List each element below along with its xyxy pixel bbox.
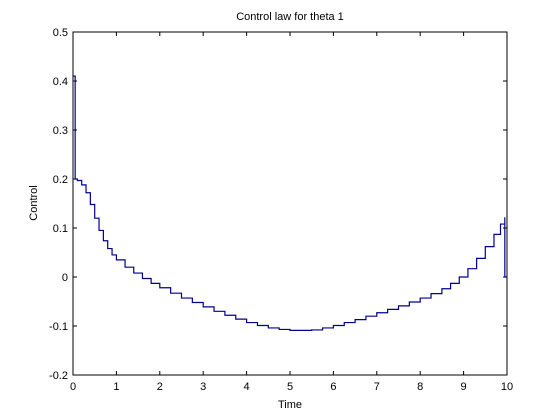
x-tick-label: 1 xyxy=(113,381,119,393)
x-tick-label: 6 xyxy=(330,381,336,393)
y-tick-label: -0.1 xyxy=(49,321,68,333)
x-axis-label: Time xyxy=(278,399,302,411)
x-tick-label: 4 xyxy=(244,381,250,393)
y-tick-label: 0.2 xyxy=(53,174,68,186)
x-axis-ticks: 0 1 2 3 4 5 6 7 8 9 10 xyxy=(70,32,513,393)
x-tick-label: 9 xyxy=(461,381,467,393)
x-tick-label: 3 xyxy=(200,381,206,393)
y-tick-label: 0 xyxy=(62,272,68,284)
series-line xyxy=(73,75,507,332)
x-tick-label: 7 xyxy=(374,381,380,393)
y-tick-label: 0.1 xyxy=(53,223,68,235)
y-tick-label: -0.2 xyxy=(49,370,68,382)
y-tick-label: 0.4 xyxy=(53,76,68,88)
plot-area xyxy=(72,31,508,376)
chart-title: Control law for theta 1 xyxy=(236,11,344,23)
y-axis-label: Control xyxy=(28,185,40,220)
y-tick-label: 0.3 xyxy=(53,125,68,137)
x-tick-label: 2 xyxy=(157,381,163,393)
x-tick-label: 10 xyxy=(501,381,513,393)
x-tick-label: 8 xyxy=(417,381,423,393)
x-tick-label: 5 xyxy=(287,381,293,393)
x-tick-label: 0 xyxy=(70,381,76,393)
y-tick-label: 0.5 xyxy=(53,27,68,39)
